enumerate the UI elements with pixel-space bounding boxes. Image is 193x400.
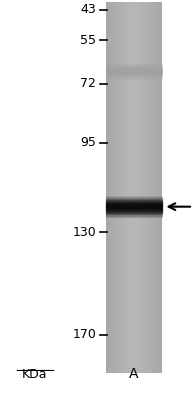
Text: 72: 72	[80, 77, 96, 90]
Bar	[129, 2, 130, 373]
Bar	[142, 2, 144, 373]
Bar	[149, 2, 151, 373]
Bar	[118, 2, 119, 373]
Bar	[160, 2, 162, 373]
Bar	[111, 2, 112, 373]
Text: 43: 43	[80, 3, 96, 16]
Bar	[115, 2, 116, 373]
Bar	[138, 2, 140, 373]
Bar	[134, 2, 135, 373]
Bar	[157, 2, 159, 373]
Bar	[145, 2, 146, 373]
Bar	[140, 2, 141, 373]
Bar	[146, 2, 148, 373]
Bar	[106, 2, 108, 373]
Bar	[133, 2, 134, 373]
Bar	[127, 2, 129, 373]
Bar	[159, 2, 160, 373]
Bar	[135, 2, 137, 373]
Bar	[124, 2, 126, 373]
Bar	[144, 2, 145, 373]
Bar	[151, 2, 152, 373]
Text: 55: 55	[80, 34, 96, 47]
Text: 95: 95	[80, 136, 96, 149]
Bar	[119, 2, 120, 373]
Text: A: A	[129, 367, 139, 381]
Bar	[141, 2, 142, 373]
Bar	[108, 2, 109, 373]
Bar	[109, 2, 111, 373]
Bar	[148, 2, 149, 373]
Bar	[152, 2, 153, 373]
Bar	[106, 2, 162, 373]
Bar	[116, 2, 118, 373]
Bar	[120, 2, 122, 373]
Bar	[131, 2, 133, 373]
Bar	[126, 2, 127, 373]
Text: KDa: KDa	[22, 368, 47, 381]
Bar	[137, 2, 138, 373]
Bar	[122, 2, 123, 373]
Text: 130: 130	[73, 226, 96, 239]
Bar	[153, 2, 155, 373]
Bar	[155, 2, 156, 373]
Bar	[106, 198, 162, 216]
Bar	[130, 2, 131, 373]
Text: 170: 170	[72, 328, 96, 341]
Bar	[123, 2, 124, 373]
Bar	[113, 2, 115, 373]
Bar	[112, 2, 113, 373]
Bar	[156, 2, 157, 373]
